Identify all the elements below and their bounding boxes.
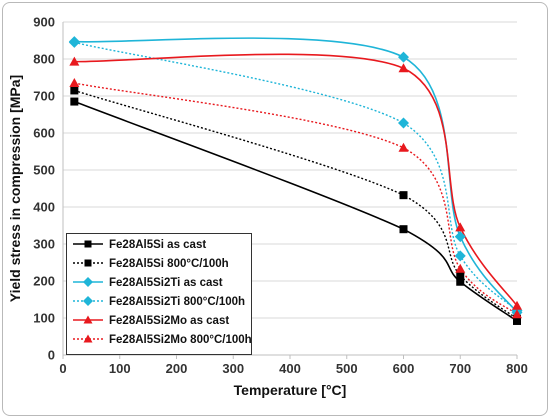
y-tick-label: 100 bbox=[33, 311, 55, 326]
data-point bbox=[398, 51, 409, 63]
y-tick-label: 0 bbox=[48, 348, 55, 363]
y-tick-labels: 0 100 200 300 400 500 600 700 800 900 bbox=[33, 15, 55, 363]
legend-marker bbox=[83, 315, 93, 324]
axes bbox=[62, 22, 518, 359]
legend-entry: Fe28Al5Si2Mo as cast bbox=[73, 315, 229, 327]
series-markers bbox=[68, 36, 523, 325]
data-point bbox=[455, 222, 466, 232]
x-tick-label: 800 bbox=[506, 361, 528, 376]
legend-entry: Fe28Al5Si2Mo 800°C/100h bbox=[73, 334, 251, 346]
y-tick-label: 500 bbox=[33, 163, 55, 178]
x-tick-label: 500 bbox=[336, 361, 358, 376]
data-point bbox=[70, 97, 79, 106]
data-point bbox=[454, 250, 466, 262]
y-tick-label: 800 bbox=[33, 52, 55, 67]
series-line-5 bbox=[74, 82, 518, 315]
legend-entry: Fe28Al5Si2Ti as cast bbox=[73, 277, 223, 289]
x-tick-label: 100 bbox=[109, 361, 131, 376]
y-tick-label: 600 bbox=[33, 126, 55, 141]
y-tick-label: 900 bbox=[33, 15, 55, 30]
data-point bbox=[512, 309, 522, 319]
y-tick-label: 200 bbox=[33, 274, 55, 289]
series-line-2 bbox=[74, 37, 518, 313]
legend-marker bbox=[84, 240, 92, 248]
data-point bbox=[513, 314, 521, 323]
data-point bbox=[399, 191, 408, 200]
data-point bbox=[70, 86, 79, 95]
data-point bbox=[512, 300, 522, 310]
x-axis-title: Temperature [°C] bbox=[234, 382, 347, 398]
x-tick-label: 200 bbox=[166, 361, 188, 376]
y-axis-title: Yield stress in compression [MPa] bbox=[7, 75, 23, 302]
legend-entry: Fe28Al5Si 800°C/100h bbox=[73, 258, 229, 270]
x-tick-label: 600 bbox=[393, 361, 415, 376]
series-line-4 bbox=[74, 53, 518, 307]
data-point bbox=[68, 36, 80, 48]
data-point bbox=[456, 271, 465, 280]
data-point bbox=[398, 63, 409, 73]
y-tick-label: 300 bbox=[33, 237, 55, 252]
y-tick-label: 700 bbox=[33, 89, 55, 104]
legend: Fe28Al5Si as cast Fe28Al5Si 800°C/100h Fe2… bbox=[66, 233, 252, 355]
legend-label: Fe28Al5Si2Ti as cast bbox=[109, 277, 223, 289]
series-line-1 bbox=[74, 89, 518, 320]
x-tick-label: 400 bbox=[279, 361, 301, 376]
legend-marker bbox=[83, 296, 93, 306]
legend-marker bbox=[83, 277, 93, 287]
legend-label: Fe28Al5Si 800°C/100h bbox=[109, 258, 229, 270]
series-line-3 bbox=[74, 41, 518, 312]
data-point bbox=[399, 225, 408, 234]
series-lines bbox=[74, 37, 518, 322]
legend-label: Fe28Al5Si2Mo as cast bbox=[109, 315, 229, 327]
data-point bbox=[454, 231, 466, 243]
x-tick-labels: 0 100 200 300 400 500 600 700 800 bbox=[59, 361, 527, 376]
legend-label: Fe28Al5Si2Mo 800°C/100h bbox=[109, 334, 251, 346]
x-tick-label: 700 bbox=[449, 361, 471, 376]
y-tick-label: 400 bbox=[33, 200, 55, 215]
x-tick-label: 300 bbox=[222, 361, 244, 376]
legend-entry: Fe28Al5Si as cast bbox=[73, 239, 206, 251]
legend-marker bbox=[84, 259, 92, 267]
x-tick-label: 0 bbox=[59, 361, 66, 376]
data-point bbox=[455, 263, 466, 273]
legend-label: Fe28Al5Si2Ti 800°C/100h bbox=[109, 296, 245, 308]
data-point bbox=[456, 277, 465, 286]
legend-entries: Fe28Al5Si as cast Fe28Al5Si 800°C/100h Fe2… bbox=[73, 239, 251, 346]
data-point bbox=[398, 142, 409, 152]
series-line-0 bbox=[74, 100, 518, 322]
legend-label: Fe28Al5Si as cast bbox=[109, 239, 206, 251]
data-point bbox=[69, 78, 80, 88]
data-point bbox=[398, 117, 409, 129]
data-point bbox=[69, 56, 80, 66]
legend-entry: Fe28Al5Si2Ti 800°C/100h bbox=[73, 296, 245, 308]
legend-marker bbox=[83, 334, 93, 343]
